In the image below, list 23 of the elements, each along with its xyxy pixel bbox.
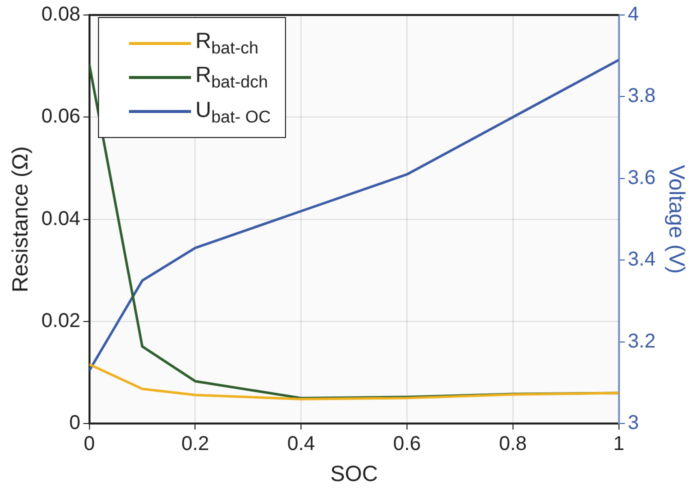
x-tick-label: 0.4 [287, 433, 316, 456]
legend-label: R$_{bat-ch}$ [195, 28, 258, 58]
y2-axis-title: Voltage (V) [664, 164, 690, 274]
y2-tick-label: 3.2 [628, 330, 656, 352]
y-tick-label: 0.04 [41, 208, 80, 230]
x-tick-label: 0.6 [393, 433, 421, 456]
y2-tick-label: 3.6 [628, 166, 656, 189]
y2-tick-label: 3.8 [628, 85, 656, 108]
y-axis-title: Resistance (Ω) [7, 146, 32, 292]
x-tick-label: 0.2 [181, 433, 210, 456]
legend-label: R$_{bat-dch}$ [195, 62, 268, 93]
x-tick-label: 1 [613, 433, 624, 456]
x-tick-label: 0 [84, 433, 95, 456]
legend-label: U$_{bat- OC}$ [195, 96, 271, 128]
y2-tick-label: 3 [628, 412, 639, 434]
y2-tick-label: 3.4 [628, 248, 656, 271]
y-tick-label: 0.08 [41, 4, 80, 26]
y-tick-label: 0.02 [41, 310, 80, 332]
x-tick-label: 0.8 [498, 433, 527, 456]
x-axis-title: SOC [330, 460, 378, 486]
y-tick-label: 0.06 [41, 106, 80, 128]
y-tick-label: 0 [69, 412, 80, 434]
y2-tick-label: 4 [628, 4, 639, 26]
